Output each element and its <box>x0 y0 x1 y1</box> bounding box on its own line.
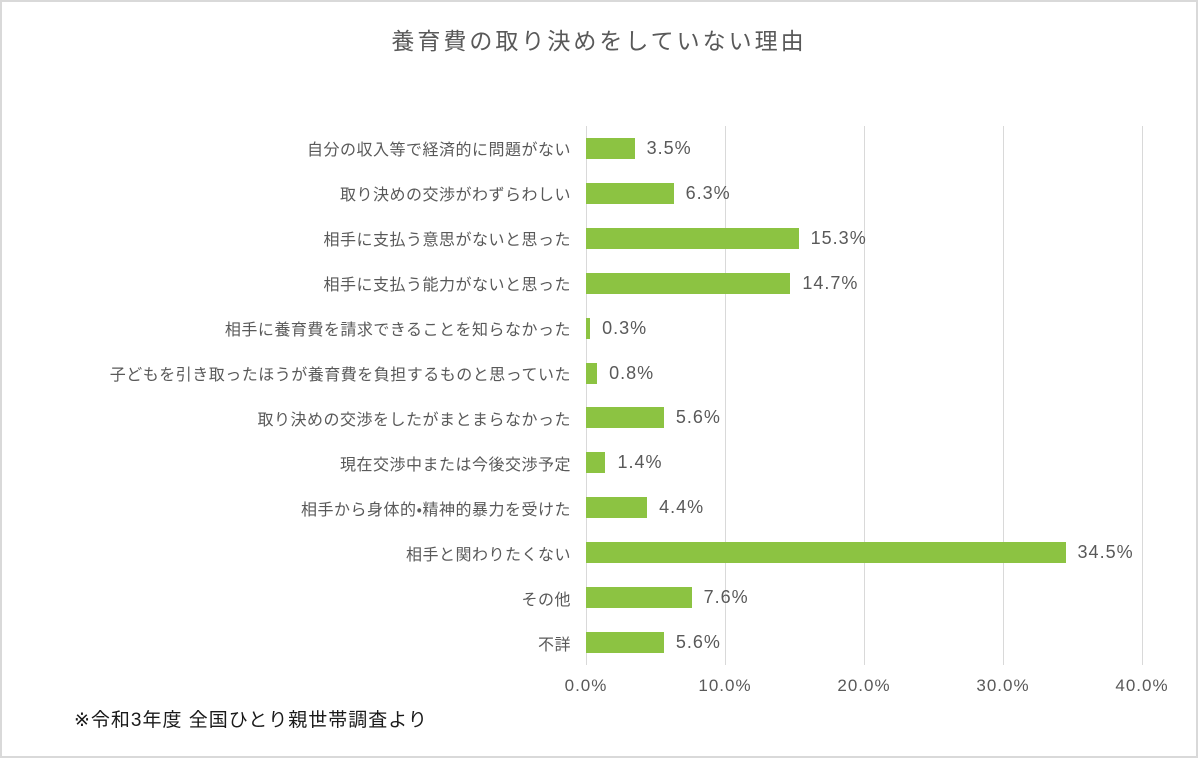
gridline-30.0% <box>1003 126 1004 665</box>
x-tick-label: 0.0% <box>564 676 608 695</box>
value-label: 34.5% <box>1077 542 1134 563</box>
category-label: 相手に養育費を請求できることを知らなかった <box>224 322 571 340</box>
gridline-0.0% <box>586 126 587 665</box>
value-label: 14.7% <box>802 272 859 293</box>
source-footnote: ※令和3年度 全国ひとり親世帯調査より <box>74 710 428 731</box>
bar <box>586 182 674 204</box>
bar-row: 取り決めの交渉をしたがまとまらなかった 5.6% <box>2 396 1196 441</box>
bar-row: 現在交渉中または今後交渉予定 1.4% <box>2 440 1196 485</box>
chart-title: 養育費の取り決めをしていない理由 <box>391 28 807 54</box>
category-label: 取り決めの交渉がわずらわしい <box>339 187 571 205</box>
bar-track: 4.4% <box>586 485 1196 530</box>
category-label: 相手から身体的・精神的暴力を受けた <box>301 501 571 519</box>
bar-track: 6.3% <box>586 171 1196 216</box>
category-label: 子どもを引き取ったほうが養育費を負担するものと思っていた <box>109 367 571 385</box>
category-label: 不詳 <box>537 636 571 654</box>
bar <box>586 587 692 609</box>
gridline-10.0% <box>725 126 726 665</box>
bar-row: その他 7.6% <box>2 575 1196 620</box>
bar-row: 相手から身体的・精神的暴力を受けた 4.4% <box>2 485 1196 530</box>
bar <box>586 542 1066 564</box>
x-tick-label: 30.0% <box>976 676 1030 695</box>
value-label: 3.5% <box>646 137 692 158</box>
category-label: 取り決めの交渉をしたがまとまらなかった <box>257 411 571 429</box>
bar-track: 34.5% <box>586 530 1196 575</box>
bar-row: 相手に養育費を請求できることを知らなかった 0.3% <box>2 306 1196 351</box>
value-label: 1.4% <box>617 452 663 473</box>
bar-track: 0.8% <box>586 351 1196 396</box>
x-tick-label: 10.0% <box>698 676 752 695</box>
category-label: その他 <box>521 591 571 609</box>
bar <box>586 317 591 339</box>
bar-rows: 自分の収入等で経済的に問題がない 3.5% 取り決めの交渉がわずらわしい 6.3% 相手… <box>2 126 1196 665</box>
x-axis: 0.0% 10.0% 20.0% 30.0% 40.0% <box>2 676 1196 702</box>
x-tick-label: 40.0% <box>1115 676 1169 695</box>
bar-track: 15.3% <box>586 216 1196 261</box>
bar-row: 相手に支払う能力がないと思った 14.7% <box>2 261 1196 306</box>
value-label: 0.3% <box>602 317 648 338</box>
value-label: 5.6% <box>675 407 721 428</box>
bar-row: 子どもを引き取ったほうが養育費を負担するものと思っていた 0.8% <box>2 351 1196 396</box>
bar-track: 14.7% <box>586 261 1196 306</box>
bar <box>586 362 598 384</box>
value-label: 4.4% <box>659 497 705 518</box>
gridline-40.0% <box>1142 126 1143 665</box>
x-tick-label: 20.0% <box>837 676 891 695</box>
value-label: 15.3% <box>810 227 867 248</box>
category-label: 相手と関わりたくない <box>405 546 571 564</box>
bar-track: 0.3% <box>586 306 1196 351</box>
bar <box>586 632 664 654</box>
bar-row: 取り決めの交渉がわずらわしい 6.3% <box>2 171 1196 216</box>
bar <box>586 452 606 474</box>
category-label: 相手に支払う能力がないと思った <box>323 277 571 295</box>
bar <box>586 137 635 159</box>
gridline-20.0% <box>864 126 865 665</box>
bar-track: 7.6% <box>586 575 1196 620</box>
bar-row: 相手と関わりたくない 34.5% <box>2 530 1196 575</box>
bar-track: 3.5% <box>586 126 1196 171</box>
value-label: 7.6% <box>703 587 749 608</box>
gridlines <box>586 126 1143 665</box>
bar <box>586 497 648 519</box>
bar <box>586 407 664 429</box>
category-label: 相手に支払う意思がないと思った <box>323 232 571 250</box>
bar-track: 5.6% <box>586 620 1196 665</box>
bar-row: 相手に支払う意思がないと思った 15.3% <box>2 216 1196 261</box>
value-label: 0.8% <box>609 362 655 383</box>
value-label: 6.3% <box>685 182 731 203</box>
value-label: 5.6% <box>675 632 721 653</box>
bar-row: 不詳 5.6% <box>2 620 1196 665</box>
category-label: 現在交渉中または今後交渉予定 <box>339 456 571 474</box>
bar-row: 自分の収入等で経済的に問題がない 3.5% <box>2 126 1196 171</box>
category-label: 自分の収入等で経済的に問題がない <box>306 142 571 160</box>
bar-track: 5.6% <box>586 396 1196 441</box>
bar-track: 1.4% <box>586 440 1196 485</box>
bar <box>586 272 791 294</box>
bar <box>586 227 799 249</box>
